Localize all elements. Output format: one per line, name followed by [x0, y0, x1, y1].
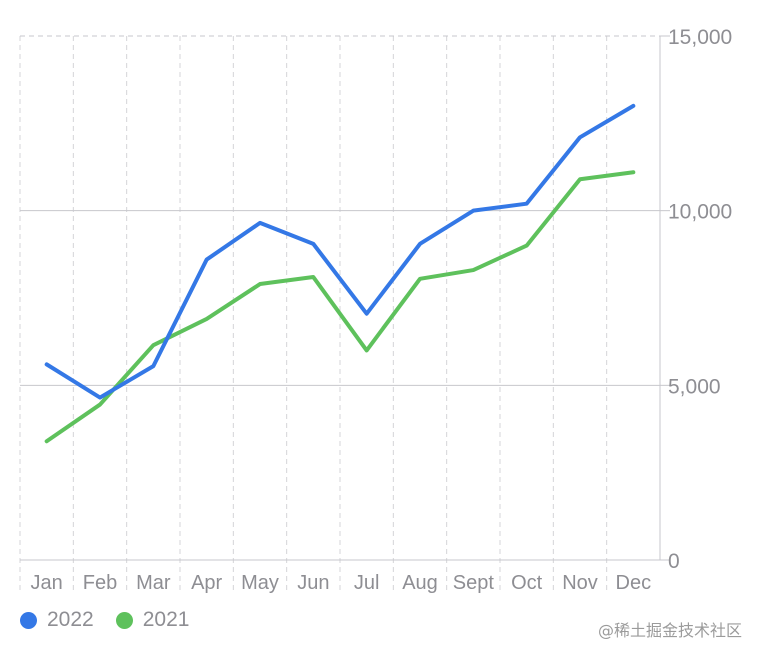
watermark: @稀土掘金技术社区 [597, 621, 742, 640]
x-tick-label: Jul [354, 572, 380, 594]
legend-swatch-2021 [115, 611, 133, 629]
x-axis-ticks: Jan Feb Mar Apr May Jun Jul Aug Sept Oct Nov Dec [31, 572, 652, 594]
legend-label-2021: 2021 [142, 608, 190, 631]
legend-label-2022: 2022 [47, 608, 94, 631]
y-axis-ticks: 0 5,000 10,000 15,000 [668, 26, 732, 573]
x-tick-label: Dec [616, 572, 652, 594]
chart-grid [19, 35, 670, 590]
legend-swatch-2022 [20, 611, 37, 629]
series-line-2021 [44, 170, 636, 444]
x-tick-label: Aug [402, 572, 438, 594]
legend-item-2022: 2022 [20, 608, 94, 632]
x-tick-label: Jun [297, 572, 329, 594]
chart-legend: 2022 2021 [20, 608, 211, 632]
y-tick-label: 5,000 [668, 375, 721, 398]
x-tick-label: Jan [31, 572, 63, 594]
chart-series [44, 103, 636, 444]
y-tick-label: 15,000 [668, 26, 732, 49]
y-tick-label: 0 [668, 550, 680, 573]
x-tick-label: Mar [136, 572, 171, 594]
x-tick-label: Nov [562, 572, 598, 594]
series-line-2022 [44, 103, 636, 400]
y-tick-label: 10,000 [668, 201, 732, 224]
x-tick-label: May [241, 572, 279, 594]
x-tick-label: Oct [511, 572, 543, 594]
x-tick-label: Sept [453, 572, 495, 594]
x-tick-label: Feb [83, 572, 117, 594]
legend-item-2021: 2021 [115, 608, 190, 632]
x-tick-label: Apr [191, 572, 222, 594]
line-chart: 0 5,000 10,000 15,000 Jan Feb Mar Apr May Jun Jul… [19, 26, 732, 594]
